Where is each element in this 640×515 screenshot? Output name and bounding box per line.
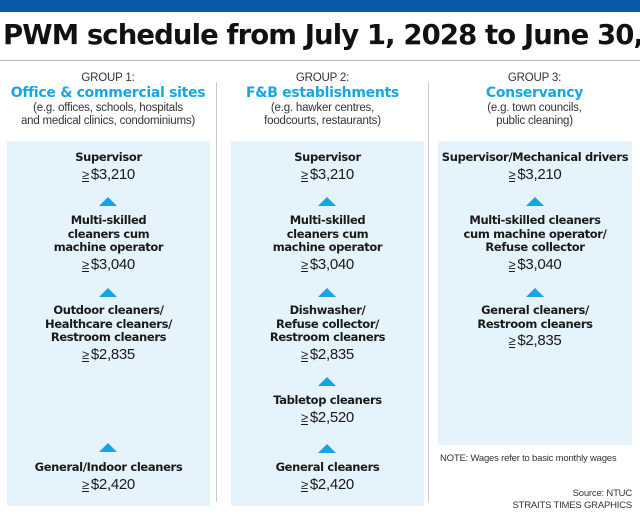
group-examples: (e.g. hawker centres, <box>270 102 375 114</box>
role-title: Tabletop cleaners <box>273 393 382 407</box>
ladder-level: Dishwasher/ Refuse collector/ Restroom c… <box>231 303 424 364</box>
up-arrow-icon <box>318 377 336 386</box>
group-label: GROUP 2: <box>295 72 350 84</box>
role-title: General cleaners/ <box>481 303 589 317</box>
role-title: cleaners cum <box>67 226 150 241</box>
graphics-credit: STRAITS TIMES GRAPHICS <box>512 500 633 511</box>
wage-value: ≥ $3,040 <box>508 255 562 273</box>
group-2-header: GROUP 2: F&B establishments (e.g. hawker… <box>217 72 428 128</box>
group-name: Conservancy <box>485 85 584 101</box>
role-title: Multi-skilled <box>289 213 366 227</box>
role-title: Restroom cleaners <box>269 330 386 344</box>
source-label: Source: NTUC <box>572 488 633 499</box>
ladder-level: Multi-skilled cleaners cum machine opera… <box>7 213 210 274</box>
ladder-level: Multi-skilled cleaners cum machine opera… <box>438 213 632 274</box>
wage-value: ≥ $3,040 <box>301 255 354 273</box>
up-arrow-icon <box>99 443 117 452</box>
role-title: machine operator <box>53 240 164 254</box>
wage-value: ≥ $2,420 <box>82 475 135 493</box>
up-arrow-icon <box>526 288 544 297</box>
group-1-ladder: Supervisor ≥ $3,210 Multi-skilled cleaner… <box>7 141 210 506</box>
wage-note: NOTE: Wages refer to basic monthly wages <box>440 453 617 464</box>
ladder-level: General cleaners/ Restroom cleaners ≥ $2,… <box>438 303 632 350</box>
ladder-level: General/Indoor cleaners ≥ $2,420 <box>7 460 210 494</box>
title-divider <box>0 60 640 61</box>
source-credit: Source: NTUC STRAITS TIMES GRAPHICS <box>512 488 633 512</box>
group-3-header: GROUP 3: Conservancy (e.g. town councils… <box>429 72 640 128</box>
role-title: General/Indoor cleaners <box>34 460 183 474</box>
role-title: machine operator <box>272 240 383 254</box>
up-arrow-icon <box>99 197 117 206</box>
group-2-ladder: Supervisor ≥ $3,210 Multi-skilled cleaner… <box>231 141 424 506</box>
wage-value: ≥ $2,835 <box>82 345 135 363</box>
role-title: cum machine operator/ <box>463 226 607 241</box>
up-arrow-icon <box>99 288 117 297</box>
wage-value: ≥ $3,210 <box>301 165 354 183</box>
role-title: Restroom cleaners <box>477 316 593 331</box>
group-examples: (e.g. town councils, <box>487 102 582 114</box>
role-title: Refuse collector/ <box>275 316 380 331</box>
role-title: Multi-skilled <box>70 213 147 227</box>
column-divider-2 <box>428 82 429 502</box>
group-1-header: GROUP 1: Office & commercial sites (e.g.… <box>0 72 216 128</box>
role-title: Outdoor cleaners/ <box>53 303 164 317</box>
up-arrow-icon <box>318 288 336 297</box>
wage-value: ≥ $3,210 <box>82 165 135 183</box>
wage-value: ≥ $3,040 <box>82 255 135 273</box>
ladder-level: General cleaners ≥ $2,420 <box>231 460 424 494</box>
group-name: Office & commercial sites <box>10 85 206 101</box>
ladder-level: Supervisor/Mechanical drivers ≥ $3,210 <box>438 150 632 184</box>
group-examples: (e.g. offices, schools, hospitals <box>33 102 183 114</box>
ladder-level: Tabletop cleaners ≥ $2,520 <box>231 393 424 427</box>
group-examples: foodcourts, restaurants) <box>264 115 381 127</box>
role-title: Dishwasher/ <box>289 303 366 317</box>
group-label: GROUP 1: <box>81 72 135 84</box>
wage-value: ≥ $2,520 <box>301 408 354 426</box>
page-title: PWM schedule from July 1, 2028 to June 3… <box>3 19 640 51</box>
up-arrow-icon <box>318 197 336 206</box>
group-examples: public cleaning) <box>496 115 573 127</box>
group-name: F&B establishments <box>246 85 399 101</box>
role-title: Multi-skilled cleaners <box>469 213 601 227</box>
role-title: Supervisor/Mechanical drivers <box>441 150 629 164</box>
role-title: Refuse collector <box>485 240 585 254</box>
ladder-level: Supervisor ≥ $3,210 <box>7 150 210 184</box>
role-title: cleaners cum <box>286 226 369 241</box>
ladder-level: Multi-skilled cleaners cum machine opera… <box>231 213 424 274</box>
column-divider-1 <box>216 82 217 502</box>
role-title: Supervisor <box>75 150 142 164</box>
wage-value: ≥ $2,835 <box>301 345 354 363</box>
group-label: GROUP 3: <box>507 72 562 84</box>
role-title: Healthcare cleaners/ <box>45 316 172 331</box>
role-title: Restroom cleaners <box>50 330 167 344</box>
wage-value: ≥ $2,835 <box>508 332 562 349</box>
group-examples: and medical clinics, condominiums) <box>20 115 196 127</box>
up-arrow-icon <box>526 197 544 206</box>
ladder-level: Outdoor cleaners/ Healthcare cleaners/ R… <box>7 303 210 364</box>
up-arrow-icon <box>318 444 336 453</box>
ladder-level: Supervisor ≥ $3,210 <box>231 150 424 184</box>
group-3-ladder: Supervisor/Mechanical drivers ≥ $3,210 Mu… <box>438 141 632 445</box>
role-title: General cleaners <box>275 460 380 474</box>
wage-value: ≥ $2,420 <box>301 475 354 493</box>
wage-value: ≥ $3,210 <box>508 165 562 183</box>
top-color-bar <box>0 0 640 12</box>
role-title: Supervisor <box>294 150 361 164</box>
